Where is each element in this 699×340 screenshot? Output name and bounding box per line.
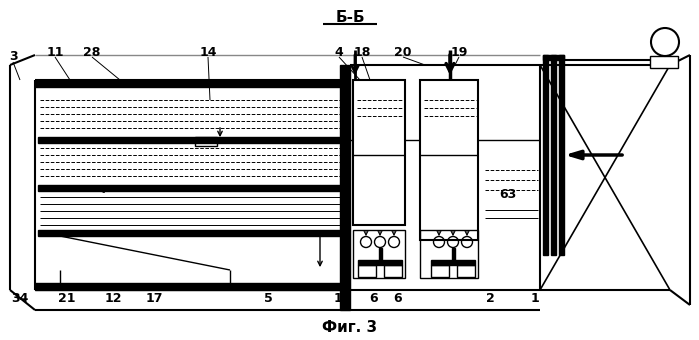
Text: 5: 5 [264, 291, 273, 305]
Bar [358, 260, 402, 265]
Text: 17: 17 [145, 291, 163, 305]
Bar [452, 248, 455, 260]
Text: 63: 63 [499, 188, 517, 202]
Bar [38, 137, 343, 143]
Text: 18: 18 [353, 46, 370, 58]
Bar [358, 265, 376, 277]
Text: 12: 12 [104, 291, 122, 305]
Text: 2: 2 [486, 291, 494, 305]
Bar [551, 55, 556, 255]
Text: Фиг. 3: Фиг. 3 [322, 321, 377, 336]
Bar [650, 56, 678, 68]
Bar [543, 55, 548, 255]
Bar [559, 55, 564, 255]
Bar [38, 230, 343, 236]
Bar [457, 265, 475, 277]
Bar [353, 230, 405, 278]
Bar [38, 185, 343, 191]
Bar [379, 248, 382, 260]
Text: 6: 6 [394, 291, 403, 305]
Text: 11: 11 [46, 46, 64, 58]
Text: 21: 21 [58, 291, 75, 305]
Text: Б-Б: Б-Б [336, 11, 365, 26]
Bar [340, 65, 350, 310]
Bar [35, 283, 343, 290]
Bar [420, 230, 478, 278]
Bar [195, 137, 217, 146]
Text: 28: 28 [83, 46, 101, 58]
Text: 1: 1 [531, 291, 540, 305]
Bar [420, 80, 478, 240]
Bar [431, 265, 449, 277]
Text: 4: 4 [335, 46, 343, 58]
Bar [431, 260, 475, 265]
Text: 20: 20 [394, 46, 412, 58]
Bar [543, 55, 564, 60]
Text: 34: 34 [11, 291, 29, 305]
Text: 3: 3 [8, 51, 17, 64]
Text: 10: 10 [333, 291, 351, 305]
Text: 6: 6 [370, 291, 378, 305]
Bar [35, 80, 343, 87]
Bar [384, 265, 402, 277]
Text: 14: 14 [199, 46, 217, 58]
Bar [353, 80, 405, 225]
Text: 19: 19 [450, 46, 468, 58]
